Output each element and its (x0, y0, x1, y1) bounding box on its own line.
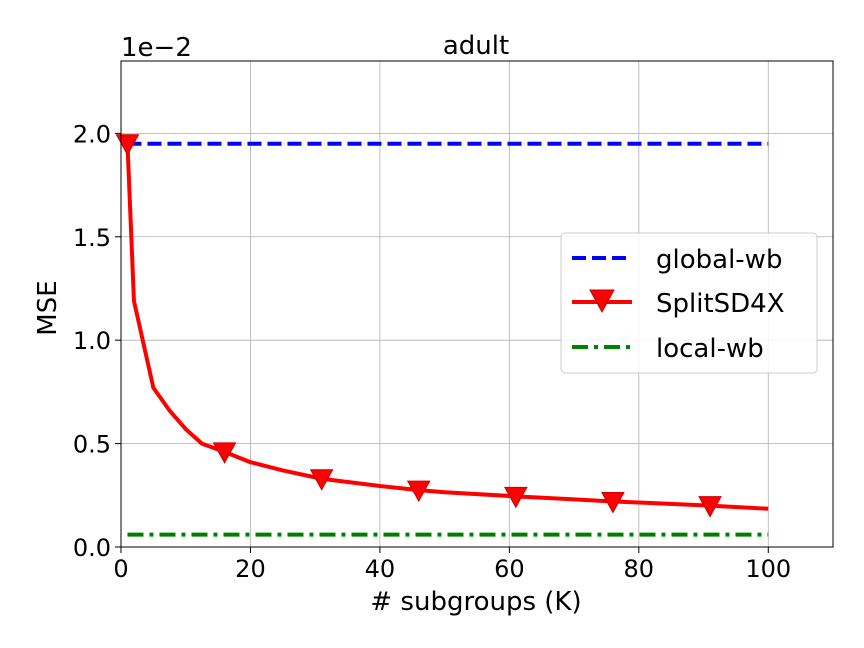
x-tick-label: 20 (235, 555, 266, 583)
y-tick-label: 0.0 (73, 534, 111, 562)
legend-label-global-wb: global-wb (656, 245, 782, 275)
series-line-splitsd4x (125, 143, 769, 511)
legend-label-local-wb: local-wb (656, 334, 764, 364)
y-tick-label: 1.0 (73, 327, 111, 355)
x-tick-label: 0 (113, 555, 128, 583)
legend: global-wb SplitSD4X local-wb (560, 232, 818, 374)
y-tick-label: 0.5 (73, 431, 111, 459)
legend-box (560, 232, 818, 374)
legend-marker-splitsd4x (589, 289, 615, 314)
legend-label-splitsd4x: SplitSD4X (656, 289, 785, 319)
chart-title: adult (443, 31, 509, 61)
data-point-marker (503, 486, 528, 509)
x-tick-label: 100 (745, 555, 791, 583)
data-point-marker (406, 480, 431, 503)
data-point-marker (601, 492, 625, 514)
y-offset-label: 1e−2 (121, 33, 192, 63)
x-tick-label: 80 (624, 555, 655, 583)
x-axis-label: # subgroups (K) (370, 587, 581, 617)
plot-frame (120, 60, 834, 548)
x-tick-label: 60 (494, 555, 525, 583)
data-point-marker (309, 469, 334, 491)
x-tick-label: 40 (365, 555, 396, 583)
data-point-marker (698, 496, 722, 518)
series-layer (115, 134, 769, 537)
ticks: 0 20 40 60 80 100 0.0 0.5 1.0 1.5 2.0 (73, 120, 791, 583)
data-point-marker (212, 442, 237, 464)
y-tick-label: 1.5 (73, 224, 111, 252)
y-axis-label: MSE (33, 280, 63, 335)
data-point-marker (115, 134, 140, 156)
y-tick-label: 2.0 (73, 120, 111, 148)
